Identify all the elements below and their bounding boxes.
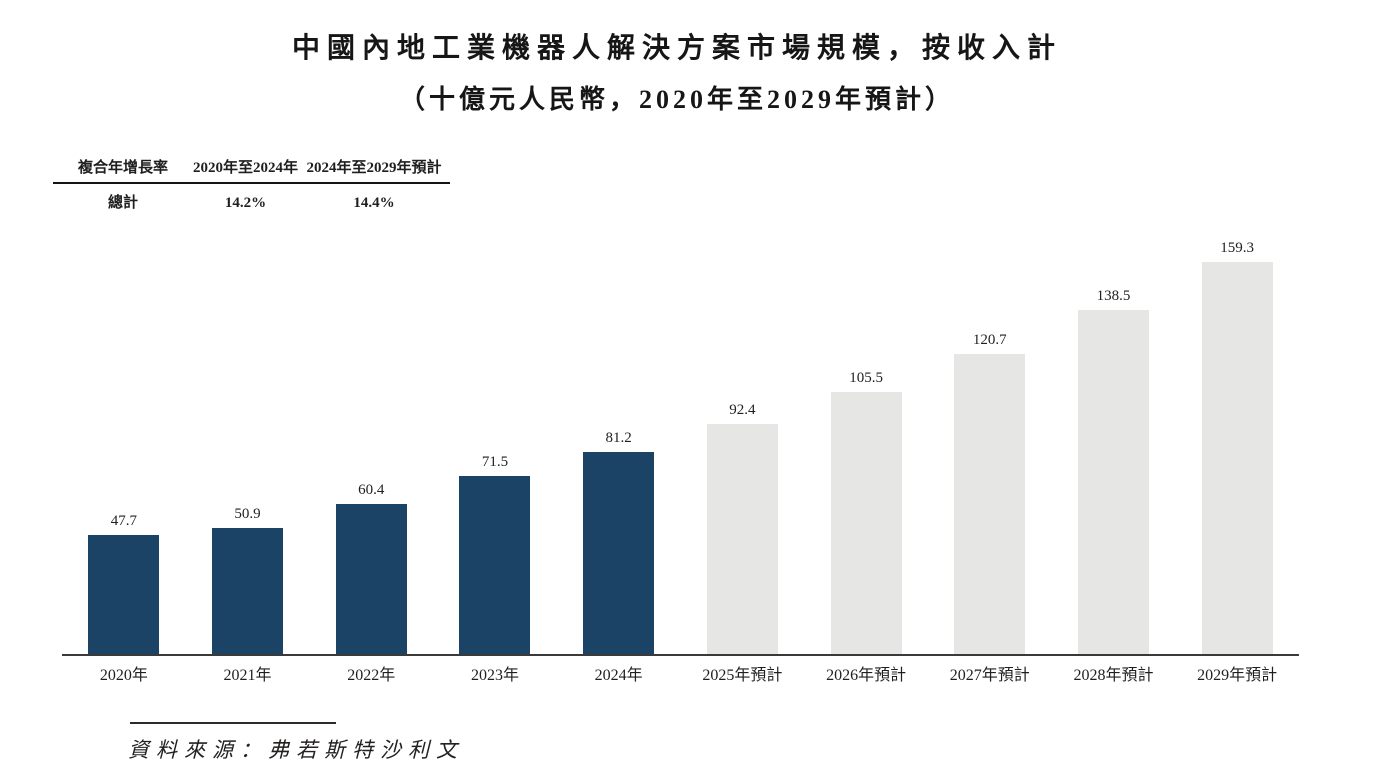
bar-group: 159.3 — [1175, 240, 1299, 654]
cagr-total-label: 總計 — [107, 195, 138, 211]
x-axis-label: 2026年預計 — [826, 667, 907, 684]
cagr-value-2024-2029: 14.4% — [353, 195, 395, 211]
source-note: 資料來源：弗若斯特沙利文 — [128, 738, 464, 762]
x-axis-line — [62, 654, 1299, 656]
x-axis-label: 2023年 — [470, 667, 519, 684]
bar-value-label: 47.7 — [110, 513, 137, 530]
bar-group: 50.9 — [186, 240, 310, 654]
bar-value-label: 138.5 — [1096, 287, 1131, 304]
bar-value-label: 159.3 — [1220, 240, 1255, 256]
bar-actual — [335, 503, 407, 654]
bar-group: 60.4 — [309, 240, 433, 654]
bar-group: 71.5 — [433, 240, 557, 654]
bar-actual — [459, 476, 531, 654]
bar-actual — [583, 452, 655, 654]
cagr-header-period-2: 2024年至2029年預計 — [306, 160, 442, 176]
bar-value-label: 81.2 — [605, 430, 632, 447]
x-axis-label: 2021年 — [223, 667, 272, 684]
cagr-value-2020-2024: 14.2% — [224, 195, 267, 211]
bar-value-label: 92.4 — [729, 402, 756, 419]
source-divider — [130, 722, 336, 724]
x-labels-row: 2020年 2021年 2022年 2023年 2024年 2025年預計 2026年預計 2… — [62, 661, 1299, 685]
x-axis-label: 2022年 — [347, 667, 396, 684]
bar-group: 47.7 — [62, 240, 186, 654]
bar-forecast — [706, 424, 778, 654]
bar-group: 81.2 — [557, 240, 681, 654]
x-axis-label: 2027年預計 — [949, 667, 1030, 684]
bar-forecast — [830, 391, 902, 654]
cagr-table-divider — [53, 182, 450, 184]
x-axis-label: 2028年預計 — [1073, 667, 1154, 684]
bar-value-label: 60.4 — [358, 481, 385, 498]
bar-actual — [212, 527, 284, 654]
chart-subtitle: （十億元人民幣，2020年至2029年預計） — [398, 85, 955, 114]
x-axis-label: 2029年預計 — [1197, 667, 1278, 684]
x-axis-label: 2020年 — [99, 667, 148, 684]
bar-group: 92.4 — [681, 240, 805, 654]
cagr-table: 複合年增長率 2020年至2024年 2024年至2029年預計 總計 14.2… — [53, 156, 450, 212]
cagr-header-row: 複合年增長率 2020年至2024年 2024年至2029年預計 — [53, 156, 450, 177]
bar-forecast — [954, 354, 1026, 654]
bar-value-label: 105.5 — [849, 369, 883, 386]
chart-title: 中國內地工業機器人解決方案市場規模，按收入計 — [291, 33, 1062, 64]
bar-value-label: 120.7 — [972, 332, 1007, 348]
bar-value-label: 50.9 — [234, 505, 261, 522]
bar-group: 138.5 — [1052, 240, 1176, 654]
x-axis-label: 2025年預計 — [702, 667, 783, 684]
bar-actual — [88, 535, 160, 654]
x-axis-label: 2024年 — [594, 667, 643, 684]
bar-value-label: 71.5 — [481, 454, 509, 471]
bar-forecast — [1077, 309, 1149, 654]
cagr-header-metric: 複合年增長率 — [77, 160, 168, 176]
bar-group: 105.5 — [804, 240, 928, 654]
bars-row: 47.7 50.9 60.4 71.5 81.2 92.4 105.5 120.7 138.5 1… — [62, 240, 1299, 654]
cagr-total-row: 總計 14.2% 14.4% — [53, 184, 450, 212]
bar-group: 120.7 — [928, 240, 1052, 654]
cagr-header-period-1: 2020年至2024年 — [193, 160, 299, 176]
bar-forecast — [1201, 262, 1273, 654]
